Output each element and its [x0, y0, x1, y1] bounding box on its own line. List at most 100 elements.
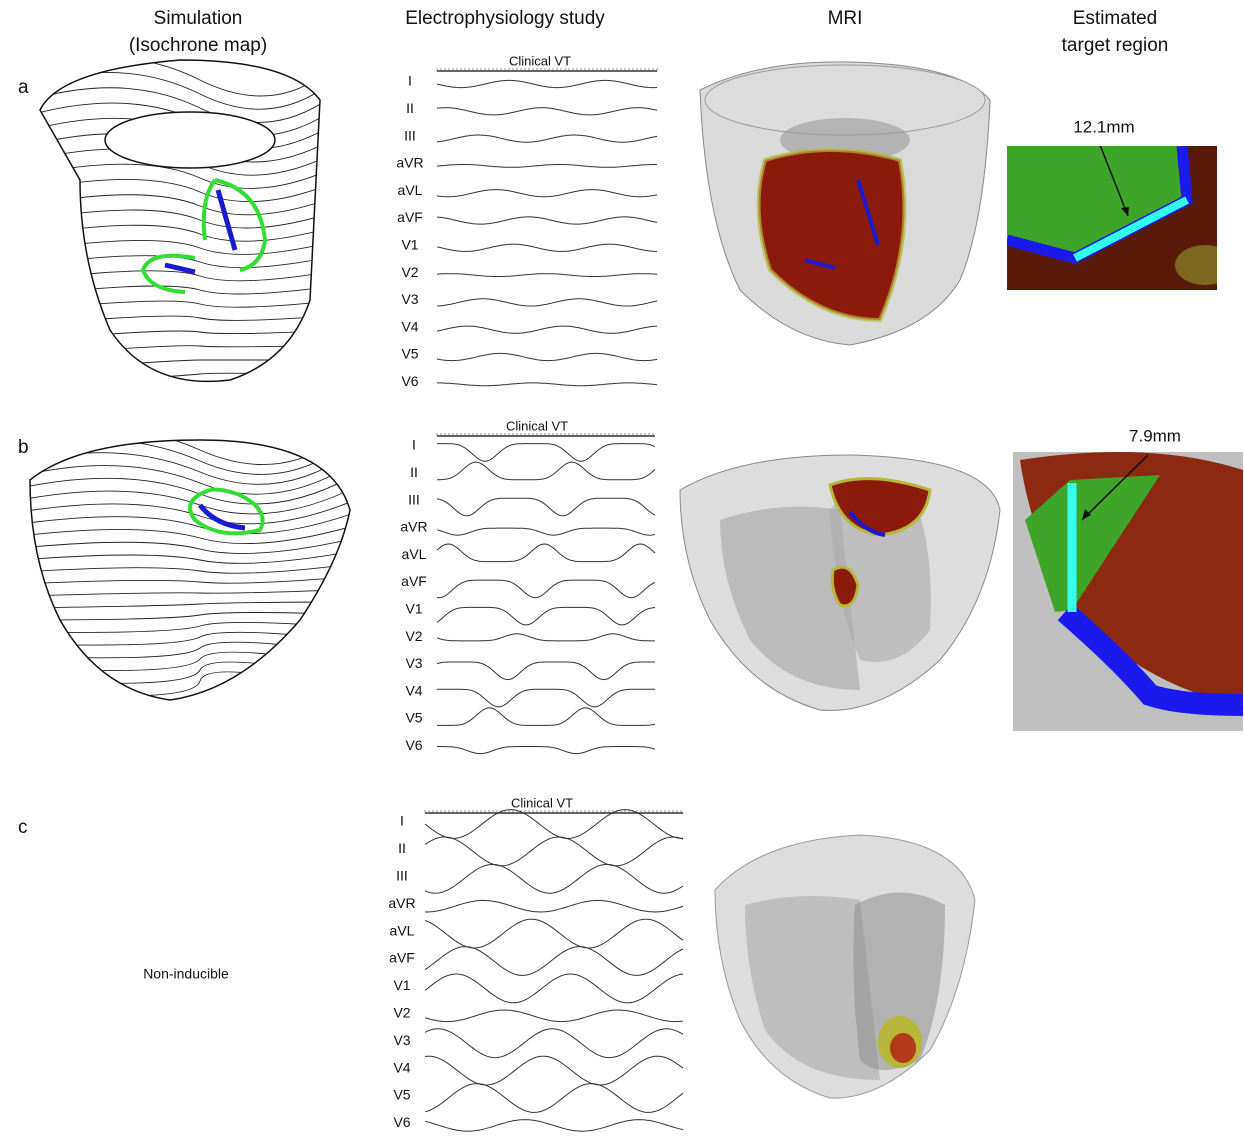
measurement: 12.1mm [1073, 117, 1134, 136]
ecg-title: Clinical VT [511, 795, 573, 810]
ecg-trace [425, 1084, 683, 1113]
lead-label: V4 [393, 1059, 410, 1075]
column-header: Electrophysiology study [405, 8, 605, 29]
lead-label: III [408, 491, 420, 507]
isochrone [30, 360, 340, 370]
row-label: b [18, 437, 29, 458]
lead-label: I [412, 437, 416, 453]
ecg-trace [425, 1029, 683, 1058]
isochrone [30, 345, 340, 355]
mri-b [680, 455, 1000, 710]
mri-c [715, 835, 975, 1098]
ecg-title: Clinical VT [509, 53, 571, 68]
ecg-trace [437, 80, 657, 87]
isochrone [20, 563, 360, 573]
isochrone [20, 662, 360, 683]
ecg-trace [437, 747, 655, 754]
ecg-trace [437, 135, 657, 142]
isochrone [20, 537, 360, 553]
ecg-trace [437, 274, 657, 277]
ecg-trace [437, 217, 657, 224]
isochrone [20, 524, 360, 544]
isochrone [20, 613, 360, 621]
isochrone-map-b [20, 420, 360, 700]
lead-label: I [408, 73, 412, 89]
column-header: Simulation [154, 8, 243, 29]
lead-label: V3 [405, 655, 422, 671]
isochrone [20, 550, 360, 563]
lead-label: II [398, 840, 406, 856]
isochrone [20, 472, 360, 504]
lead-label: V1 [401, 237, 418, 253]
figure: Simulation(Isochrone map)Electrophysiolo… [0, 0, 1244, 1139]
lead-label: aVF [401, 573, 427, 589]
isochrone [30, 240, 340, 254]
lead-label: aVF [389, 950, 415, 966]
lead-label: V6 [393, 1114, 410, 1130]
ecg-trace [425, 1010, 683, 1022]
lead-label: V1 [393, 977, 410, 993]
ecg-trace [425, 974, 683, 1003]
lead-label: V1 [405, 601, 422, 617]
target-region-b [1013, 452, 1243, 731]
isochrone [30, 315, 340, 325]
lead-label: II [410, 464, 418, 480]
isochrone [30, 195, 340, 215]
ecg-trace [425, 947, 683, 976]
isochrone [20, 622, 360, 632]
ecg-trace [425, 1120, 683, 1132]
ecg-trace [437, 244, 657, 251]
ecg-trace [437, 708, 655, 726]
lead-label: V6 [401, 373, 418, 389]
column-header: Estimated [1073, 8, 1157, 29]
ecg-title: Clinical VT [506, 418, 568, 433]
lead-label: V6 [405, 737, 422, 753]
isochrone [30, 225, 340, 241]
target-region-a [1007, 145, 1235, 290]
lead-label: V5 [393, 1087, 410, 1103]
isochrone [20, 576, 360, 584]
ecg-trace [425, 1056, 683, 1085]
lead-label: aVF [397, 209, 423, 225]
ecg-trace [425, 810, 683, 839]
ecg-trace [437, 190, 657, 197]
mri-a [700, 62, 990, 345]
lead-label: I [400, 813, 404, 829]
ecg-trace [425, 864, 683, 893]
isochrone [20, 459, 360, 494]
isochrone [20, 642, 360, 658]
lead-label: V4 [401, 318, 418, 334]
ecg-trace [437, 326, 657, 333]
lead-label: III [396, 868, 408, 884]
lead-label: aVR [396, 155, 423, 171]
isochrone [30, 210, 340, 228]
lead-label: V3 [393, 1032, 410, 1048]
ecg-trace [437, 528, 655, 535]
ecg-trace [437, 580, 655, 598]
ecg-trace [437, 444, 655, 462]
ecg-trace [437, 383, 657, 386]
lead-label: aVL [402, 546, 427, 562]
lead-label: V3 [401, 291, 418, 307]
lead-label: V4 [405, 682, 422, 698]
ecg-trace [437, 108, 657, 115]
row-label: c [18, 817, 28, 838]
ecg-trace [437, 544, 655, 562]
ecg-trace [437, 165, 657, 168]
ecg-trace [437, 689, 655, 707]
lead-label: aVR [400, 519, 427, 535]
isochrone [30, 300, 340, 310]
ecg-trace [437, 662, 655, 680]
lead-label: aVL [390, 922, 415, 938]
lead-label: II [406, 100, 414, 116]
ecg-trace [437, 353, 657, 360]
measurement: 7.9mm [1129, 426, 1181, 445]
ecg-trace [425, 919, 683, 948]
isochrone [20, 632, 360, 645]
lead-label: V2 [393, 1005, 410, 1021]
ecg-trace [437, 462, 655, 480]
lead-label: V5 [405, 710, 422, 726]
isochrone [20, 652, 360, 670]
isochrone-map-a [30, 57, 340, 385]
ecg-trace [437, 498, 655, 516]
